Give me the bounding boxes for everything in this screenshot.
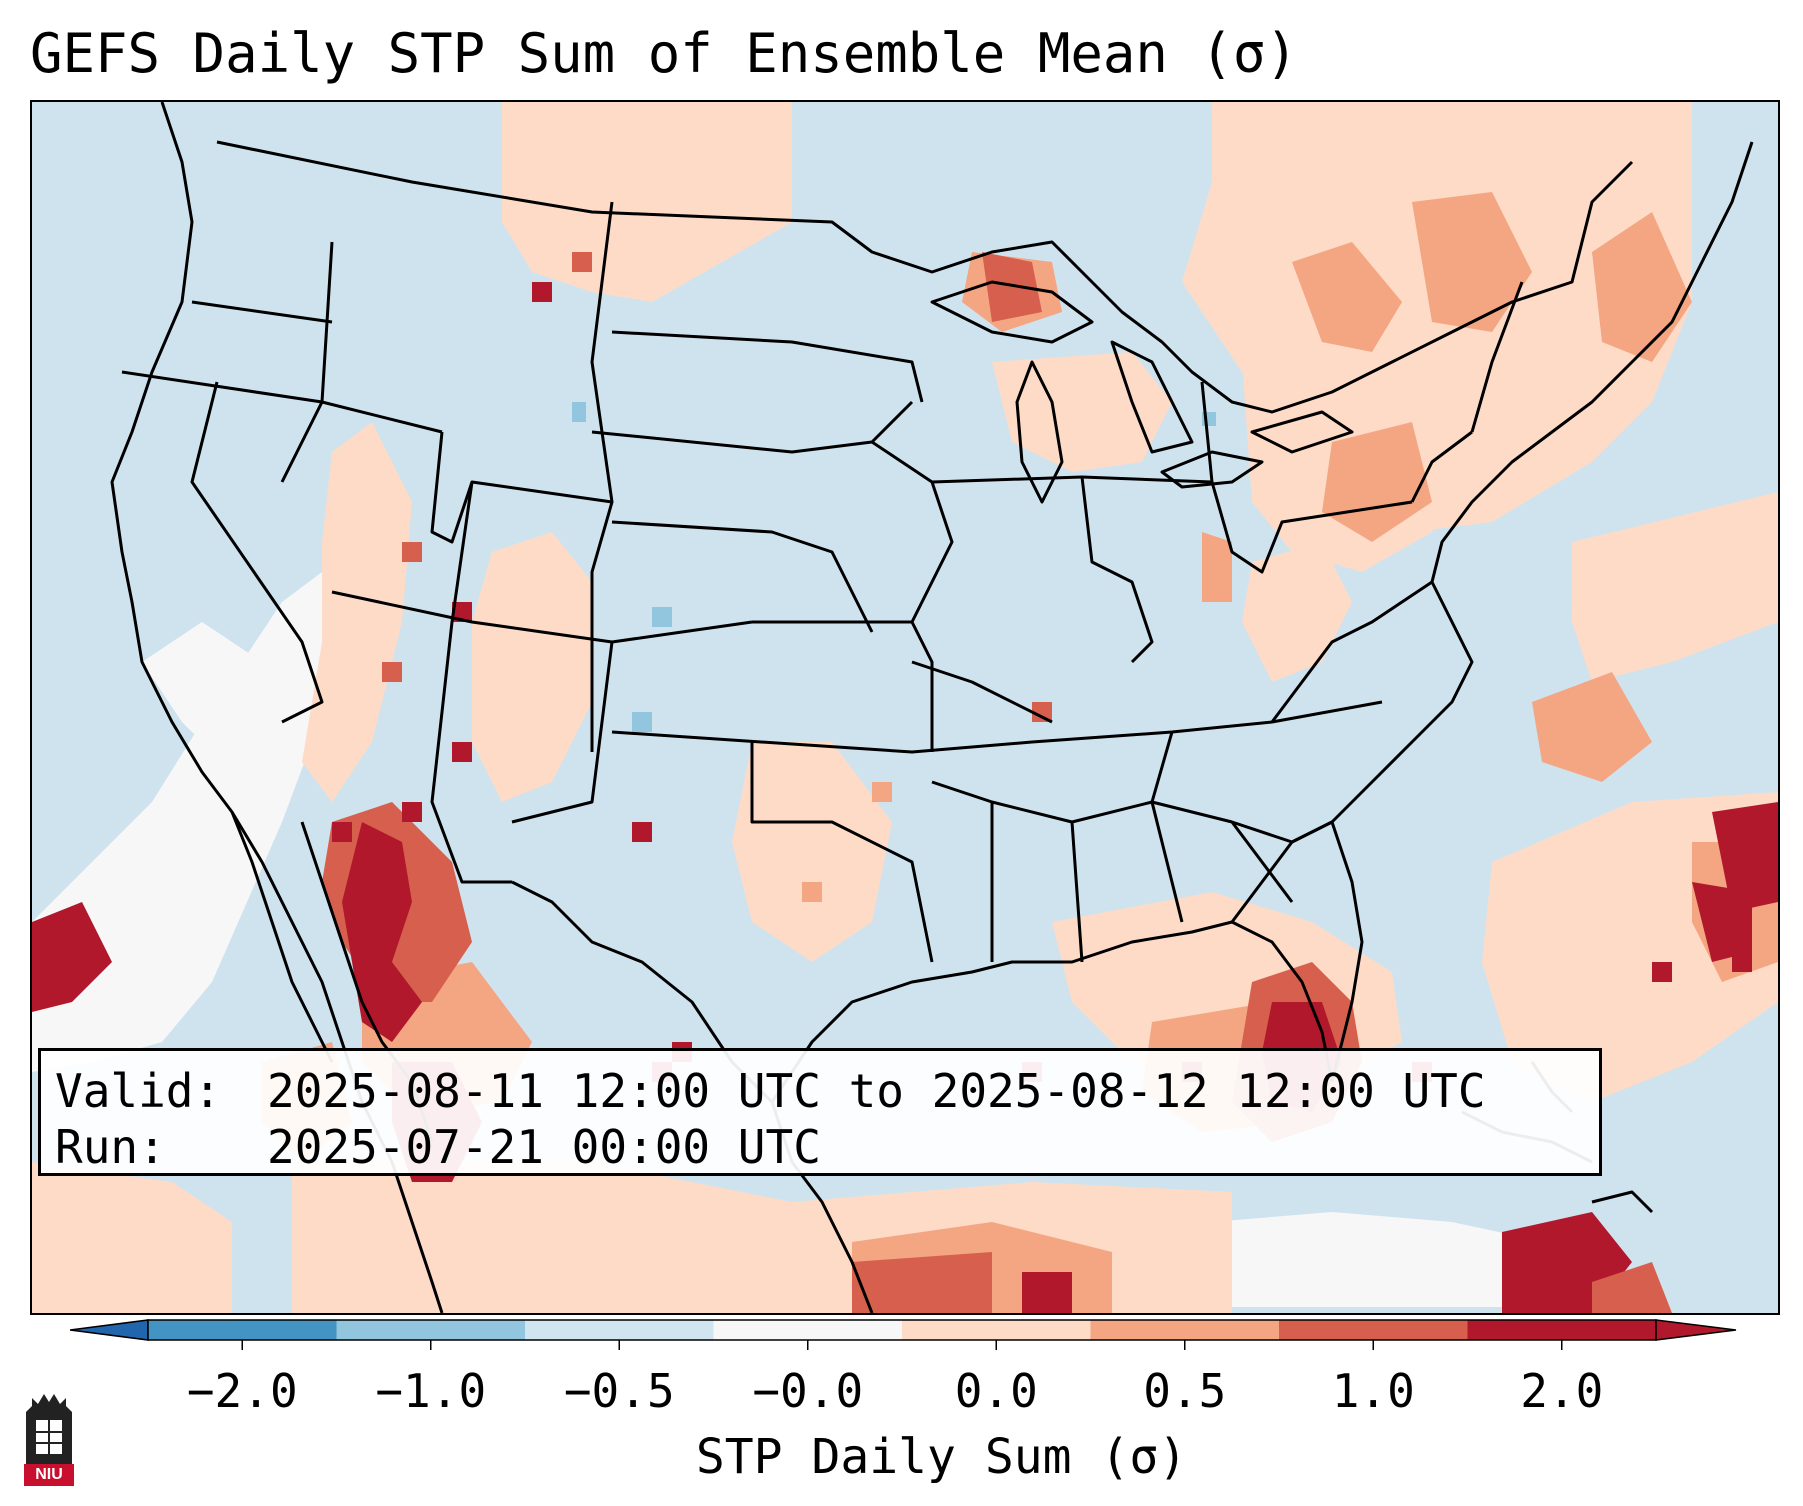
colorbar-tick-label: −0.0 [752,1364,864,1418]
stp-map [30,100,1780,1315]
colorbar-segment [525,1320,714,1340]
colorbar-tick-marks [241,1340,1563,1350]
colorbar-tick-label: −2.0 [186,1364,298,1418]
colorbar-segment [713,1320,902,1340]
colorbar-segment [148,1320,337,1340]
colorbar-tick-label: 0.5 [1143,1364,1227,1418]
colorbar [70,1319,1737,1350]
map-canvas [32,102,1778,1313]
niu-logo: NIU [22,1392,76,1486]
valid-value: 2025-08-11 12:00 UTC to 2025-08-12 12:00… [267,1064,1486,1118]
boundary-lines [110,102,1754,1313]
colorbar-extend-high [1655,1319,1737,1341]
colorbar-extend-low [70,1319,149,1341]
colorbar-tick-label: −0.5 [563,1364,675,1418]
colorbar-segment [1090,1320,1279,1340]
colorbar-segment [336,1320,525,1340]
colorbar-segment [1279,1320,1468,1340]
colorbar-tick-label: 1.0 [1331,1364,1415,1418]
colorbar-segment [1467,1320,1656,1340]
map-title: GEFS Daily STP Sum of Ensemble Mean (σ) [30,22,1298,85]
run-value: 2025-07-21 00:00 UTC [267,1120,821,1174]
university-tower-icon [26,1394,72,1464]
colorbar-tick-label: −1.0 [375,1364,487,1418]
colorbar-segments [147,1319,1657,1341]
colorbar-label: STP Daily Sum (σ) [695,1429,1188,1485]
neutral-field [32,572,1632,1307]
colorbar-tick-label: 0.0 [954,1364,1038,1418]
valid-label: Valid: [55,1064,222,1118]
valid-time-box: Valid: 2025-08-11 12:00 UTC to 2025-08-12… [38,1048,1602,1176]
run-label: Run: [55,1120,166,1174]
colorbar-tick-label: 2.0 [1520,1364,1604,1418]
colorbar-segment [902,1320,1091,1340]
niu-wordmark: NIU [24,1464,74,1486]
